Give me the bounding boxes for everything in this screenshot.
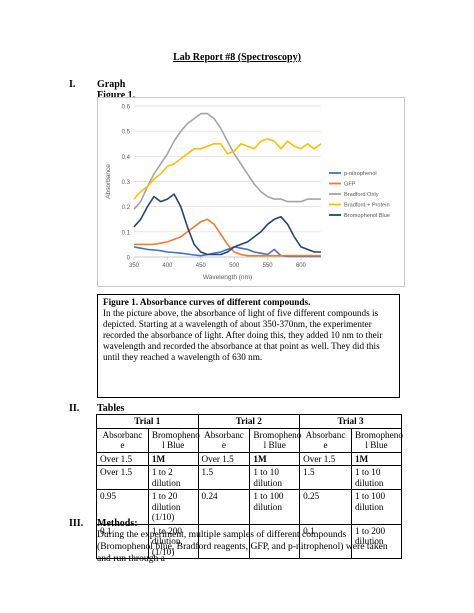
table-cell: 1 to 200 dilution (1/10): [147, 523, 199, 559]
series-line: [133, 112, 321, 210]
column-header: Absorbanc e: [197, 427, 251, 453]
table-cell: 1M: [350, 451, 403, 466]
y-tick-label: 0.6: [122, 105, 131, 111]
legend-label: GFP: [344, 182, 356, 188]
table-cell: 1 to 2 dilution: [147, 465, 199, 490]
page-title: Lab Report #8 (Spectroscopy): [173, 52, 301, 63]
column-header: Bromopheno l Blue: [147, 427, 200, 453]
series-line: [134, 218, 321, 257]
results-table: Trial 1 Trial 2 Trial 3 Absorbanc e Brom…: [96, 414, 403, 559]
trial-header: Trial 3: [299, 414, 402, 429]
column-header: Absorbanc e: [96, 427, 149, 453]
legend-label: p-nitrophenol: [344, 171, 377, 177]
table-subheader-row: Absorbanc e Bromopheno l Blue Absorbanc …: [96, 427, 403, 453]
y-tick-label: 0.1: [122, 230, 131, 236]
column-header: Bromopheno l Blue: [350, 427, 403, 453]
table-cell: 1.5: [299, 465, 352, 490]
y-tick-label: 0.2: [122, 205, 131, 211]
table-cell: 1.5: [197, 465, 251, 490]
caption-text: In the picture above, the absorbance of …: [103, 308, 383, 362]
column-header: Absorbanc e: [299, 427, 352, 453]
y-tick-label: 0.5: [122, 130, 131, 136]
figure-caption: Figure 1. Absorbance curves of different…: [97, 294, 400, 398]
y-tick-label: 0.4: [122, 155, 131, 161]
x-axis-title: Wavelength (nm): [203, 274, 252, 281]
y-tick-label: 0: [127, 256, 131, 262]
table-cell: 0.24: [197, 489, 251, 525]
table-cell: 1 to 100 dilution: [350, 489, 403, 525]
y-tick-label: 0.3: [122, 180, 131, 186]
x-tick-label: 400: [162, 263, 173, 269]
section-heading-methods: Methods:: [97, 518, 138, 529]
table-cell: 1M: [249, 451, 301, 466]
table-cell: Over 1.5: [299, 451, 352, 466]
chart-svg: 0 0.1 0.2 0.3 0.4 0.5 0.6 350 400 450 500 550 600 Wav…: [105, 105, 390, 282]
section-number-graph: I.: [69, 79, 76, 90]
x-tick-label: 600: [296, 263, 307, 269]
table-cell: 0.25: [299, 489, 352, 525]
section-number-methods: III.: [69, 518, 84, 529]
legend-label: Bromophenol Blue: [344, 213, 390, 219]
section-heading-tables: Tables: [97, 403, 125, 414]
table-cell: 1 to 10 dilution: [249, 465, 301, 490]
table-header-row: Trial 1 Trial 2 Trial 3: [96, 414, 402, 429]
absorbance-chart: 0 0.1 0.2 0.3 0.4 0.5 0.6 350 400 450 500 550 600 Wav…: [97, 97, 405, 287]
y-axis-title: Absorbance: [105, 164, 112, 199]
series-line: [133, 137, 322, 200]
x-tick-label: 500: [229, 263, 240, 269]
section-number-tables: II.: [69, 403, 80, 414]
table-row: 0.1 1 to 200 dilution (1/10) 0.1 1 to 20…: [96, 523, 403, 559]
table-cell: 1 to 20 dilution (1/10): [147, 489, 199, 525]
legend-label: Bradford + Protein: [344, 203, 390, 209]
table-cell: Over 1.5: [96, 451, 149, 466]
legend-label: Bradford Only: [344, 192, 379, 198]
trial-header: Trial 1: [96, 414, 199, 429]
table-cell: 1 to 200 dilution: [350, 523, 403, 559]
methods-paragraph: During the experiment, multiple samples …: [97, 529, 388, 564]
table-cell: Over 1.5: [96, 465, 149, 490]
table-cell: 1 to 10 dilution: [350, 465, 403, 490]
series-line: [133, 193, 321, 256]
x-tick-label: 350: [129, 263, 140, 269]
table-cell: Over 1.5: [197, 451, 251, 466]
table-row: 0.95 1 to 20 dilution (1/10) 0.24 1 to 1…: [96, 489, 403, 525]
section-heading-graph: Graph: [97, 79, 126, 90]
table-row: Over 1.5 1M Over 1.5 1M Over 1.5 1M: [96, 451, 403, 466]
table-row: Over 1.5 1 to 2 dilution 1.5 1 to 10 dil…: [96, 465, 403, 490]
table-cell: 1 to 100 dilution: [249, 489, 301, 525]
x-tick-label: 550: [263, 263, 274, 269]
figure-label: Figure 1.: [97, 90, 136, 101]
table-cell: [249, 523, 301, 559]
caption-title: Figure 1. Absorbance curves of different…: [103, 297, 311, 307]
trial-header: Trial 2: [197, 414, 301, 429]
table-cell: [197, 523, 251, 559]
x-tick-label: 450: [196, 263, 207, 269]
column-header: Bromopheno l Blue: [249, 427, 301, 453]
table-cell: 1M: [147, 451, 199, 466]
table-cell: 0.1: [96, 523, 149, 559]
